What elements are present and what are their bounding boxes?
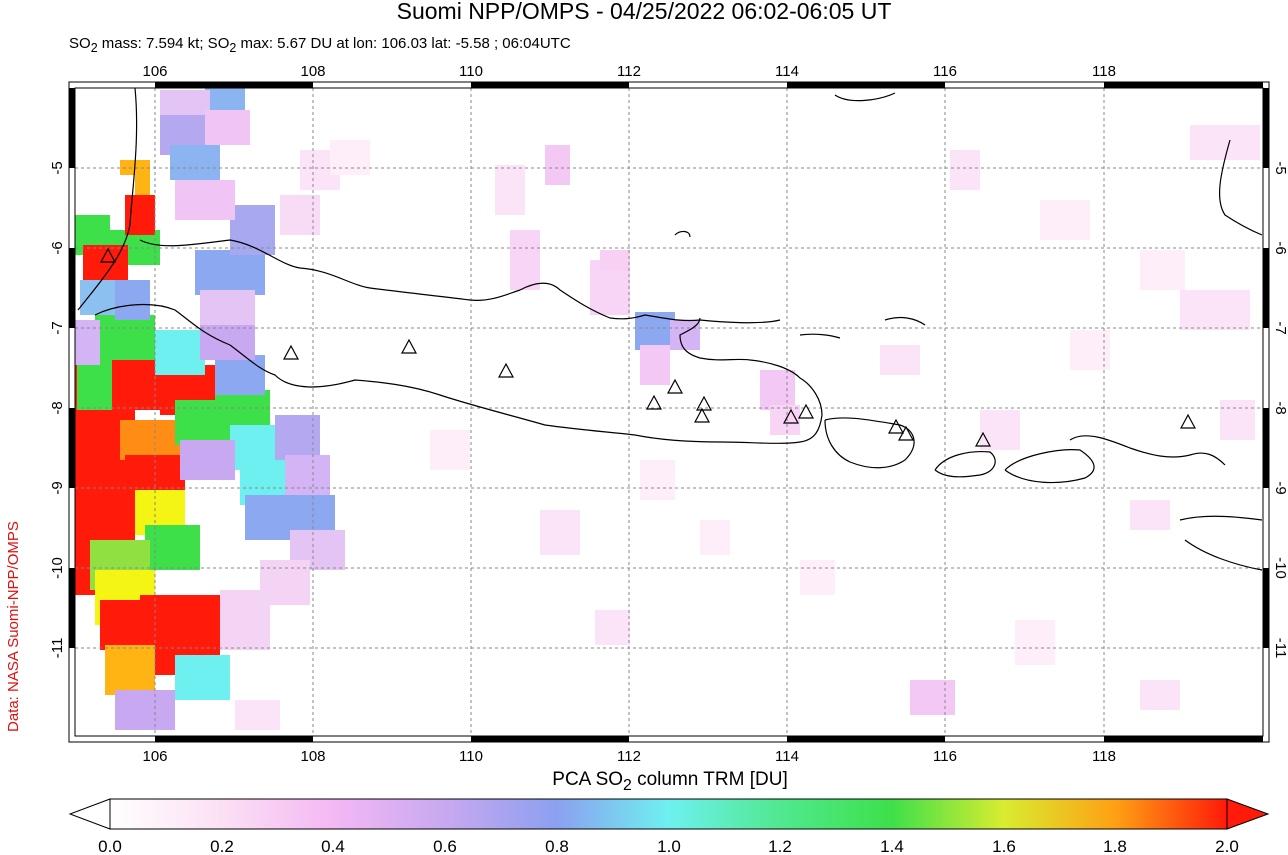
lon-tick-label: 112: [617, 63, 641, 80]
lat-tick-label: -11: [49, 638, 66, 659]
lat-tick-label: -7: [1272, 321, 1288, 334]
lon-labels-top: 106 108 110 112 114 116 118: [142, 63, 1115, 80]
lon-tick-label: 118: [1092, 63, 1116, 80]
triangle-icon: [797, 403, 815, 419]
lat-tick-label: -6: [1272, 241, 1288, 254]
lat-tick-label: -5: [1272, 161, 1288, 174]
colorbar-tick-label: 0.2: [210, 837, 234, 855]
lon-tick-label: 112: [617, 748, 641, 765]
lat-tick-label: -7: [49, 321, 66, 334]
lon-tick-label: 108: [300, 748, 325, 765]
so2-summary: SO2 mass: 7.594 kt; SO2 max: 5.67 DU at …: [69, 35, 571, 55]
colorbar: [68, 798, 1270, 830]
colorbar-tick-label: 1.4: [880, 837, 904, 855]
lon-tick-label: 116: [933, 748, 957, 765]
graticule: [75, 88, 1262, 736]
lon-tick-label: 106: [142, 748, 167, 765]
lon-labels-bottom: 106 108 110 112 114 116 118: [142, 748, 1115, 765]
triangle-icon: [887, 418, 905, 434]
colorbar-tick-label: 1.6: [992, 837, 1016, 855]
lon-tick-label: 108: [300, 63, 325, 80]
lon-tick-label: 114: [775, 63, 799, 80]
triangle-icon: [282, 344, 300, 360]
triangle-icon: [99, 247, 117, 263]
colorbar-title: PCA SO2 column TRM [DU]: [552, 769, 788, 794]
lat-tick-label: -10: [49, 557, 66, 579]
triangle-icon: [400, 338, 418, 354]
lat-tick-label: -9: [1272, 481, 1288, 494]
so2-subscript-2: 2: [229, 41, 237, 55]
lon-tick-label: 110: [459, 63, 483, 80]
lat-tick-label: -6: [49, 241, 66, 254]
lon-tick-label: 118: [1092, 748, 1116, 765]
colorbar-tick-label: 0.4: [321, 837, 345, 855]
colorbar-tick-label: 1.8: [1103, 837, 1127, 855]
triangle-icon: [645, 394, 663, 410]
colorbar-tick-label: 1.0: [657, 837, 681, 855]
triangle-icon: [782, 408, 800, 424]
triangle-icon: [497, 362, 515, 378]
colorbar-tick-label: 0.6: [433, 837, 457, 855]
colorbar-tick-label: 2.0: [1215, 837, 1239, 855]
so2-pixels: [75, 88, 1260, 730]
lat-tick-label: -11: [1272, 638, 1288, 659]
lat-tick-label: -8: [1272, 401, 1288, 414]
triangle-icon: [666, 378, 684, 394]
coastlines: [77, 87, 1263, 571]
triangle-icon: [693, 407, 711, 423]
colorbar-tick-label: 0.8: [545, 837, 569, 855]
map-frame: [68, 81, 1270, 743]
lat-labels-right: -5 -6 -7 -8 -9 -10 -11: [1272, 161, 1288, 658]
volcano-markers: [99, 247, 1197, 447]
map-title: Suomi NPP/OMPS - 04/25/2022 06:02-06:05 …: [396, 0, 892, 24]
lat-tick-label: -8: [49, 401, 66, 414]
lon-tick-label: 114: [775, 748, 799, 765]
triangle-icon: [1179, 413, 1197, 429]
colorbar-title-subscript: 2: [623, 776, 632, 794]
lon-tick-label: 116: [933, 63, 957, 80]
triangle-icon: [974, 431, 992, 447]
colorbar-tick-label: 1.2: [768, 837, 792, 855]
lat-tick-label: -5: [49, 161, 66, 174]
triangle-icon: [897, 425, 915, 441]
triangle-icon: [695, 395, 713, 411]
lat-tick-label: -10: [1272, 557, 1288, 579]
colorbar-ticks: 0.0 0.2 0.4 0.6 0.8 1.0 1.2 1.4 1.6 1.8 …: [98, 837, 1239, 855]
lon-tick-label: 106: [142, 63, 167, 80]
colorbar-tick-label: 0.0: [98, 837, 122, 855]
lat-tick-label: -9: [49, 481, 66, 494]
lat-labels-left: -5 -6 -7 -8 -9 -10 -11: [49, 161, 66, 658]
lon-tick-label: 110: [459, 748, 483, 765]
